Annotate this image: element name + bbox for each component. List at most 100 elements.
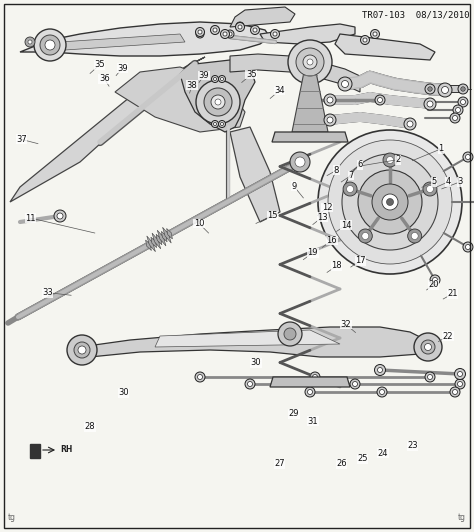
Circle shape [350, 379, 360, 389]
Circle shape [427, 186, 433, 193]
Polygon shape [230, 7, 295, 27]
Circle shape [215, 99, 221, 105]
Circle shape [288, 40, 332, 84]
Circle shape [425, 344, 431, 351]
Text: 34: 34 [274, 86, 285, 95]
Text: 18: 18 [331, 262, 342, 270]
Circle shape [414, 333, 442, 361]
Circle shape [457, 381, 463, 387]
Circle shape [430, 275, 440, 285]
Circle shape [295, 157, 305, 167]
Text: 4: 4 [445, 178, 451, 186]
Circle shape [411, 232, 418, 239]
Circle shape [361, 36, 370, 45]
Text: 10: 10 [194, 219, 204, 228]
Circle shape [318, 130, 462, 274]
Circle shape [453, 105, 463, 115]
Text: 35: 35 [94, 61, 105, 69]
Polygon shape [155, 330, 340, 347]
Circle shape [213, 28, 217, 32]
Circle shape [463, 152, 473, 162]
Circle shape [457, 371, 463, 377]
Text: 5: 5 [431, 178, 437, 186]
Circle shape [198, 32, 202, 36]
Circle shape [310, 372, 320, 382]
Circle shape [57, 213, 63, 219]
Text: 32: 32 [341, 320, 351, 329]
Circle shape [303, 55, 317, 69]
Circle shape [458, 97, 468, 107]
Text: RH: RH [60, 445, 73, 454]
Polygon shape [147, 236, 155, 252]
Circle shape [220, 78, 224, 80]
Text: 14: 14 [341, 221, 351, 229]
Circle shape [373, 32, 377, 36]
Circle shape [40, 35, 60, 55]
Circle shape [196, 30, 204, 38]
Circle shape [461, 99, 465, 104]
Polygon shape [163, 227, 171, 243]
Text: 36: 36 [99, 74, 109, 83]
Circle shape [421, 340, 435, 354]
Circle shape [428, 87, 432, 92]
Text: 1: 1 [438, 145, 444, 153]
Circle shape [45, 40, 55, 50]
Circle shape [198, 30, 202, 34]
Polygon shape [430, 85, 465, 92]
Text: 19: 19 [308, 248, 318, 257]
Text: 30: 30 [118, 388, 128, 397]
Circle shape [74, 342, 90, 358]
Text: 8: 8 [334, 166, 339, 174]
Circle shape [362, 232, 369, 239]
Text: 39: 39 [199, 71, 209, 80]
Circle shape [213, 78, 217, 80]
Circle shape [465, 245, 470, 250]
Text: 31: 31 [308, 417, 318, 426]
Circle shape [271, 29, 280, 38]
Polygon shape [167, 228, 173, 239]
Circle shape [223, 32, 227, 36]
Text: 23: 23 [407, 442, 418, 450]
Circle shape [463, 242, 473, 252]
Polygon shape [156, 234, 162, 245]
Text: 7: 7 [348, 171, 354, 180]
Text: 25: 25 [357, 454, 368, 463]
Circle shape [219, 121, 226, 128]
Circle shape [386, 198, 393, 205]
Text: 28: 28 [85, 422, 95, 431]
Circle shape [343, 182, 357, 196]
Polygon shape [260, 24, 355, 44]
Circle shape [408, 229, 422, 243]
Circle shape [380, 389, 384, 395]
Polygon shape [157, 230, 166, 246]
Circle shape [28, 40, 32, 44]
Circle shape [423, 182, 437, 196]
Circle shape [342, 154, 438, 250]
Circle shape [198, 375, 202, 379]
Text: 12: 12 [322, 203, 332, 212]
Circle shape [54, 210, 66, 222]
Text: 24: 24 [378, 449, 388, 458]
Polygon shape [115, 67, 245, 132]
Circle shape [425, 372, 435, 382]
Circle shape [226, 30, 234, 38]
Text: 29: 29 [289, 410, 299, 418]
Circle shape [371, 29, 380, 38]
Text: 39: 39 [117, 64, 128, 72]
Circle shape [238, 24, 242, 28]
Text: tg: tg [8, 513, 16, 522]
Circle shape [25, 37, 35, 47]
Circle shape [372, 184, 408, 220]
Text: 26: 26 [336, 460, 346, 468]
Text: 35: 35 [246, 70, 256, 79]
Circle shape [432, 278, 438, 282]
Text: 15: 15 [267, 211, 278, 220]
Text: 9: 9 [291, 182, 297, 190]
Circle shape [383, 153, 397, 167]
Circle shape [404, 118, 416, 130]
Circle shape [228, 32, 232, 36]
Text: tg: tg [458, 513, 466, 522]
Circle shape [465, 154, 470, 160]
Circle shape [441, 87, 448, 94]
Circle shape [453, 389, 457, 395]
